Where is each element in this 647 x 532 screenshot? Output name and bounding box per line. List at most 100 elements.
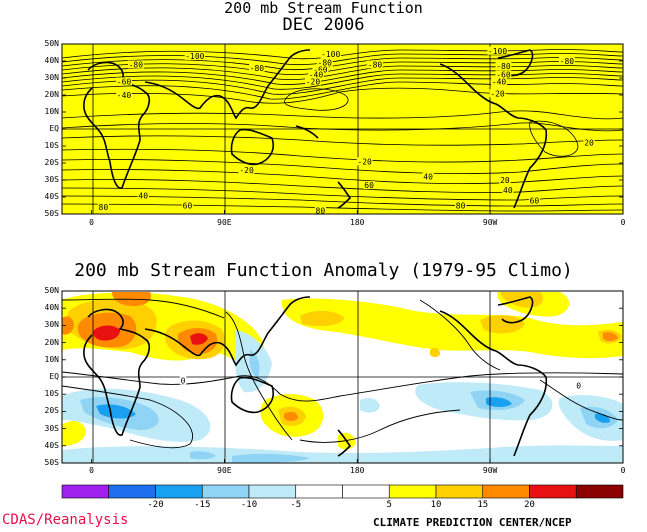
contour-label: -100	[321, 50, 340, 59]
contour-label: -20	[306, 77, 321, 86]
colorbar-tick-label: -5	[290, 500, 302, 510]
contour-label: -60	[496, 71, 511, 80]
lon-tick-label: 90E	[217, 466, 232, 475]
contour-label-bg	[491, 77, 507, 86]
bottom-coast-australia	[230, 376, 274, 414]
lon-tick-label: 180	[350, 466, 365, 475]
lat-tick-label: 20S	[44, 406, 59, 416]
contour-label-bg	[489, 89, 506, 98]
lon-tick-label: 0	[89, 218, 94, 227]
contour-label-bg	[316, 58, 333, 67]
colorbar-tick-label: -20	[147, 500, 164, 510]
lat-tick-label: 50S	[44, 458, 59, 467]
lat-tick-label: 40S	[44, 192, 59, 201]
contour-label-bg	[97, 203, 109, 212]
contour-label-bg	[502, 186, 514, 195]
contour-label: 60	[530, 196, 540, 205]
contour-label: 60	[183, 202, 193, 211]
contour-label: -40	[309, 71, 324, 80]
anomaly-negative-moderate	[80, 350, 618, 463]
contour-label: -100	[488, 47, 507, 56]
bottom-gridlines	[62, 291, 623, 463]
contour-label: 80	[456, 202, 466, 211]
bottom-coast-newzealand	[337, 429, 352, 457]
contour-label-bg	[314, 206, 326, 215]
top-contour-sh	[62, 148, 623, 212]
contour-label: -80	[129, 60, 144, 69]
contour-label: 0	[576, 382, 581, 391]
lat-tick-label: 30S	[44, 175, 59, 184]
bottom-coast-northamerica	[497, 296, 534, 324]
contour-label: -80	[368, 60, 383, 69]
contour-label-bg	[559, 57, 575, 65]
colorbar-tick-label: 10	[430, 500, 442, 510]
top-contour-high	[284, 88, 349, 111]
anomaly-positive-peak	[93, 325, 208, 345]
contour-label: 40	[503, 186, 513, 195]
colorbar-swatch	[482, 484, 530, 499]
lon-tick-label: 0	[620, 466, 626, 475]
anomaly-contour-southpacific	[299, 409, 461, 443]
contour-label: -20	[490, 89, 505, 98]
lat-tick-label: 10N	[44, 107, 59, 116]
top-coast-newzealand	[337, 181, 352, 209]
colorbar-swatch	[529, 484, 577, 499]
colorbar-tick-label: 5	[386, 500, 392, 510]
lat-tick-label: 20N	[44, 90, 59, 99]
colorbar-swatch	[61, 484, 110, 499]
bottom-contour-labels: 00	[179, 376, 583, 391]
contour-label-bg	[575, 381, 583, 390]
anomaly-contour-atlantic	[539, 379, 623, 421]
lon-tick-label: 180	[350, 218, 365, 227]
contour-label-bg	[179, 376, 187, 385]
contour-label-bg	[308, 70, 324, 79]
top-gridlines	[62, 44, 623, 214]
lat-tick-label: 20N	[44, 337, 59, 347]
colorbar-swatch	[248, 484, 297, 499]
bottom-coast-americas	[439, 310, 548, 457]
contour-label-bg	[116, 77, 132, 86]
contour-label: -40	[492, 77, 507, 86]
lat-tick-label: 50S	[44, 209, 59, 218]
contour-label-bg	[422, 172, 434, 181]
lat-tick-label: 50N	[44, 39, 59, 48]
lat-tick-label: 50N	[44, 286, 59, 295]
top-contour-nh	[62, 49, 623, 104]
stream-function-map: -100-80-60-40-80-100-80-60-40-20-80-100-…	[61, 43, 624, 216]
bottom-coastlines	[83, 296, 548, 457]
contour-label: 80	[316, 207, 326, 216]
lon-tick-label: 0	[89, 466, 94, 475]
lat-tick-label: 10S	[44, 389, 59, 399]
contour-label: -60	[313, 66, 328, 75]
lat-tick-label: 20S	[44, 158, 59, 167]
contour-label-bg	[137, 191, 149, 200]
colorbar-swatch	[388, 484, 437, 499]
data-source-credit: CDAS/Reanalysis	[2, 512, 129, 528]
colorbar-swatch	[155, 484, 203, 499]
colorbar-tick-label: 15	[477, 500, 489, 510]
top-coast-asia	[144, 49, 311, 120]
contour-label: 40	[138, 191, 148, 200]
colorbar-tick-label: 20	[524, 500, 535, 510]
contour-label: 20	[500, 176, 510, 185]
contour-label-bg	[312, 65, 329, 74]
contour-label-bg	[583, 138, 595, 147]
colorbar-swatch	[342, 484, 390, 499]
anomaly-map: 00	[61, 290, 624, 464]
lat-tick-label: 10S	[44, 141, 59, 150]
contour-label-bg	[363, 181, 375, 190]
anomaly-contour-southwest	[62, 385, 193, 449]
lon-tick-label: 90W	[482, 218, 498, 227]
contour-label-bg	[305, 77, 321, 86]
contour-label-bg	[320, 50, 341, 59]
contour-label: 80	[99, 203, 109, 212]
contour-label-bg	[495, 62, 512, 71]
colorbar-tick-label: -15	[194, 500, 211, 510]
contour-label-bg	[127, 60, 144, 69]
lat-tick-label: 30N	[44, 73, 59, 82]
lon-tick-label: 90W	[482, 466, 498, 475]
contour-label-bg	[499, 176, 511, 184]
contour-label-bg	[487, 46, 508, 55]
contour-label: 40	[423, 173, 433, 182]
